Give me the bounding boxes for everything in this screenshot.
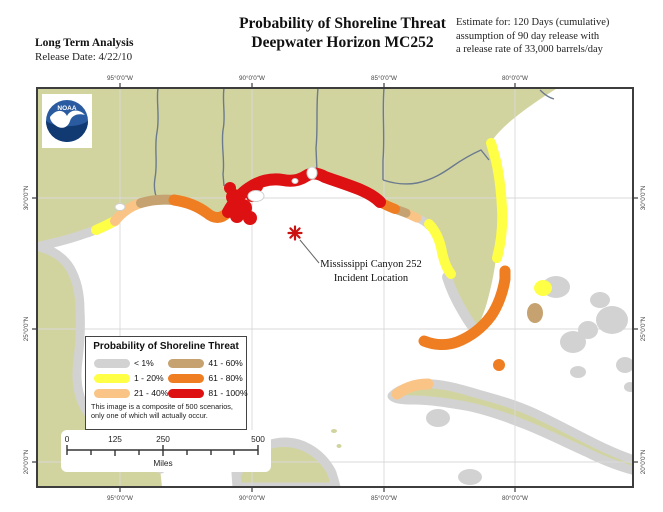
svg-text:80°0'0"W: 80°0'0"W <box>502 494 528 502</box>
incident-label-line-1: Mississippi Canyon 252 <box>320 259 422 270</box>
scale-bar: 0 125 250 500 Miles <box>65 434 266 468</box>
svg-text:500: 500 <box>251 434 265 444</box>
svg-text:80°0'0"W: 80°0'0"W <box>502 74 528 82</box>
mexico-landmass <box>38 243 162 486</box>
threat-band-lt1-gray <box>38 214 632 486</box>
legend-title: Probability of Shoreline Threat <box>93 341 239 352</box>
estimate-line-1: Estimate for: 120 Days (cumulative) <box>456 17 610 28</box>
legend-item-lt1: < 1% <box>94 356 168 370</box>
estimate-line-2: assumption of 90 day release with <box>456 30 600 42</box>
svg-text:85°0'0"W: 85°0'0"W <box>371 74 397 82</box>
island-dot <box>336 444 342 448</box>
swatch-61-80 <box>168 373 205 383</box>
noaa-logo-text: NOAA <box>57 105 76 112</box>
svg-text:20°0'0"N: 20°0'0"N <box>22 449 30 474</box>
svg-text:250: 250 <box>156 434 170 444</box>
island-dot <box>331 429 337 433</box>
scale-bar-line <box>66 445 259 456</box>
release-date: Release Date: 4/22/10 <box>35 51 133 63</box>
swatch-21-40 <box>94 388 130 398</box>
map-frame <box>36 87 634 488</box>
svg-text:90°0'0"W: 90°0'0"W <box>239 74 265 82</box>
swatch-lt1 <box>94 358 130 368</box>
title-line-1: Probability of Shoreline Threat <box>239 15 446 32</box>
svg-text:90°0'0"W: 90°0'0"W <box>239 494 265 502</box>
lakes <box>114 166 318 211</box>
legend-item-21-40: 21 - 40% <box>94 386 168 400</box>
legend-note: This image is a composite of 500 scenari… <box>91 402 233 420</box>
svg-text:30°0'0"N: 30°0'0"N <box>639 185 647 210</box>
swatch-81-100 <box>168 388 205 398</box>
svg-text:125: 125 <box>108 434 122 444</box>
legend-item-61-80: 61 - 80% <box>168 371 247 385</box>
legend-items: < 1% 41 - 60% 1 - 20% 61 - 80% 21 - 40% … <box>86 352 248 400</box>
svg-text:25°0'0"N: 25°0'0"N <box>22 316 30 341</box>
analysis-header: Long Term Analysis Release Date: 4/22/10 <box>35 36 133 64</box>
svg-text:0: 0 <box>65 434 70 444</box>
legend-item-81-100: 81 - 100% <box>168 386 248 400</box>
page-title: Probability of Shoreline Threat Deepwate… <box>225 14 460 52</box>
longitude-ticks: 95°0'0"W 90°0'0"W 85°0'0"W 80°0'0"W 95°0… <box>107 74 528 502</box>
svg-text:95°0'0"W: 95°0'0"W <box>107 494 133 502</box>
svg-text:30°0'0"N: 30°0'0"N <box>22 185 30 210</box>
legend: Probability of Shoreline Threat < 1% 41 … <box>85 336 248 430</box>
title-line-2: Deepwater Horizon MC252 <box>251 34 434 51</box>
swatch-1-20 <box>94 373 130 383</box>
estimate-line-3: a release rate of 33,000 barrels/day <box>456 44 603 55</box>
incident-label-line-2: Incident Location <box>334 273 409 284</box>
scale-unit-label: Miles <box>153 458 172 468</box>
cuba-landmass <box>387 379 632 475</box>
legend-item-1-20: 1 - 20% <box>94 371 168 385</box>
state-boundaries <box>153 89 555 202</box>
estimate-note: Estimate for: 120 Days (cumulative) assu… <box>456 16 661 57</box>
asterisk-marker-icon <box>287 225 303 241</box>
svg-text:25°0'0"N: 25°0'0"N <box>639 316 647 341</box>
scale-bar-panel: 0 125 250 500 Miles <box>61 430 271 472</box>
us-mainland-landmass <box>38 89 556 331</box>
noaa-logo: NOAA <box>42 94 92 148</box>
analysis-type: Long Term Analysis <box>35 37 134 49</box>
leader-line <box>299 239 320 264</box>
legend-item-41-60: 41 - 60% <box>168 356 247 370</box>
incident-marker: Mississippi Canyon 252 Incident Location <box>287 225 422 284</box>
swatch-41-60 <box>168 358 205 368</box>
svg-text:95°0'0"W: 95°0'0"W <box>107 74 133 82</box>
threat-band-81-100-red <box>222 167 386 225</box>
svg-text:20°0'0"N: 20°0'0"N <box>639 449 647 474</box>
svg-text:85°0'0"W: 85°0'0"W <box>371 494 397 502</box>
noaa-gull-icon <box>50 110 85 128</box>
